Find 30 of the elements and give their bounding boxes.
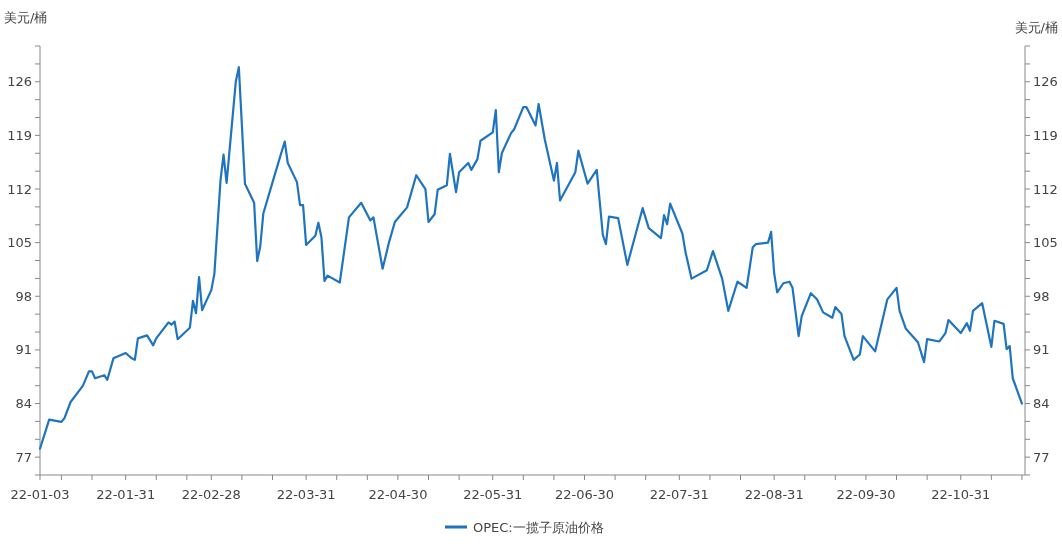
x-tick-label: 22-04-30: [368, 487, 428, 502]
y-axis-title: 美元/桶: [4, 10, 48, 25]
x-tick-label: 22-09-30: [836, 487, 896, 502]
y2-tick-label: 105: [1033, 235, 1058, 251]
y-tick-label: 105: [7, 235, 32, 251]
y-tick-label: 126: [7, 74, 32, 90]
y2-tick-label: 77: [1033, 449, 1050, 465]
x-tick-label: 22-03-31: [276, 487, 336, 502]
y2-axis-title: 美元/桶: [1014, 20, 1058, 35]
legend-label: OPEC:一揽子原油价格: [473, 519, 604, 535]
y2-tick-label: 98: [1033, 288, 1050, 304]
y-tick-label: 98: [15, 288, 32, 304]
x-tick-label: 22-07-31: [649, 487, 709, 502]
y-tick-label: 119: [7, 127, 32, 143]
x-tick-label: 22-02-28: [181, 487, 241, 502]
y2-tick-label: 91: [1033, 342, 1050, 358]
x-tick-label: 22-10-31: [931, 487, 991, 502]
y2-tick-label: 84: [1033, 396, 1050, 412]
x-tick-label: 22-01-03: [10, 487, 70, 502]
y-tick-label: 77: [15, 449, 32, 465]
x-tick-label: 22-06-30: [555, 487, 615, 502]
y-tick-label: 91: [15, 342, 32, 358]
x-tick-label: 22-01-31: [96, 487, 156, 502]
y2-tick-label: 112: [1033, 181, 1058, 197]
x-tick-label: 22-08-31: [744, 487, 804, 502]
y2-tick-label: 119: [1033, 127, 1058, 143]
y-tick-label: 112: [7, 181, 32, 197]
y-tick-label: 84: [15, 396, 32, 412]
y2-tick-label: 126: [1033, 74, 1058, 90]
x-tick-label: 22-05-31: [463, 487, 523, 502]
